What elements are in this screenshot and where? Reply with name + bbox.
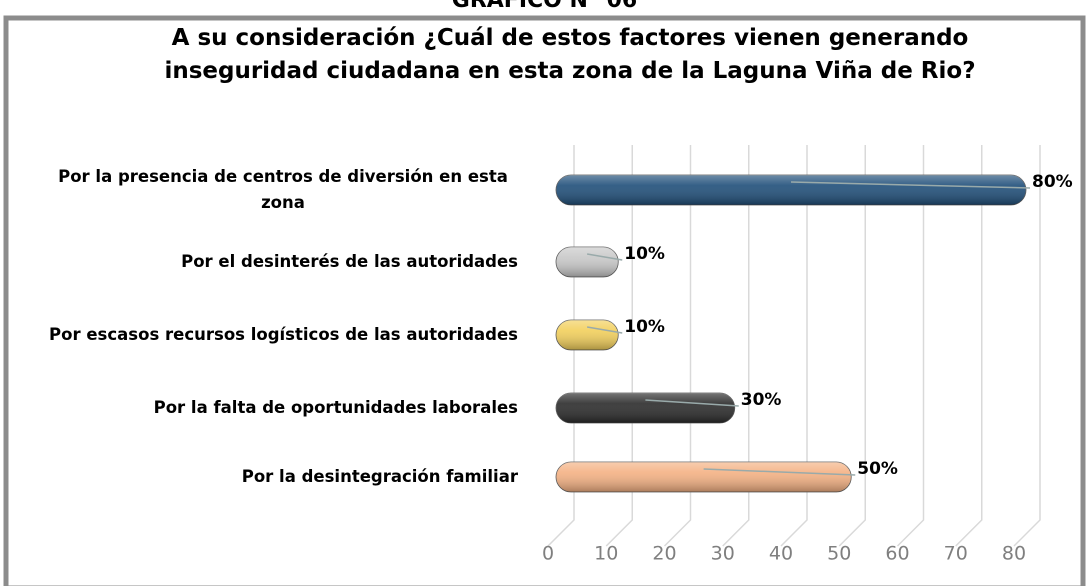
x-tick-label: 40	[769, 543, 793, 565]
x-tick-label: 0	[542, 543, 554, 565]
chart-heading: GRÁFICO N° 06	[451, 0, 638, 13]
x-tick-label: 70	[944, 543, 968, 565]
grid-line	[1013, 145, 1041, 547]
frame	[3, 15, 1086, 586]
bar-shine	[556, 393, 735, 423]
x-tick-label: 20	[652, 543, 676, 565]
grid-line	[663, 145, 692, 547]
leader-line	[645, 399, 739, 407]
category-label: Por la presencia de centros de diversión…	[58, 167, 508, 212]
value-label: 10%	[624, 244, 665, 264]
x-tick-label: 80	[1002, 543, 1026, 565]
bar-shine	[556, 462, 852, 492]
category-label: Por la desintegración familiar	[241, 467, 518, 486]
leader-line	[790, 181, 1031, 189]
grid-line	[780, 145, 808, 547]
value-label: 50%	[857, 459, 898, 479]
category-label: Por la falta de oportunidades laborales	[153, 398, 518, 417]
value-label: 10%	[624, 317, 665, 337]
leader-line	[703, 468, 856, 476]
x-tick-label: 50	[827, 543, 851, 565]
bar-shine	[556, 175, 1026, 205]
grid-line	[838, 145, 866, 547]
leader-line	[586, 253, 623, 261]
category-label: Por el desinterés de las autoridades	[181, 252, 518, 271]
chart-title: A su consideración ¿Cuál de estos factor…	[164, 25, 976, 84]
leader-line	[586, 326, 623, 334]
value-label: 80%	[1032, 172, 1073, 192]
x-tick-label: 10	[594, 543, 618, 565]
grid-line	[605, 145, 633, 547]
bar-shine	[556, 320, 619, 350]
value-label: 30%	[741, 390, 782, 410]
x-tick-label: 60	[885, 543, 909, 565]
grid-line	[896, 145, 925, 547]
bar-shine	[556, 247, 619, 277]
x-tick-label: 30	[711, 543, 735, 565]
grid-line	[955, 145, 983, 547]
category-label: Por escasos recursos logísticos de las a…	[49, 325, 518, 344]
grid-line	[722, 145, 750, 547]
